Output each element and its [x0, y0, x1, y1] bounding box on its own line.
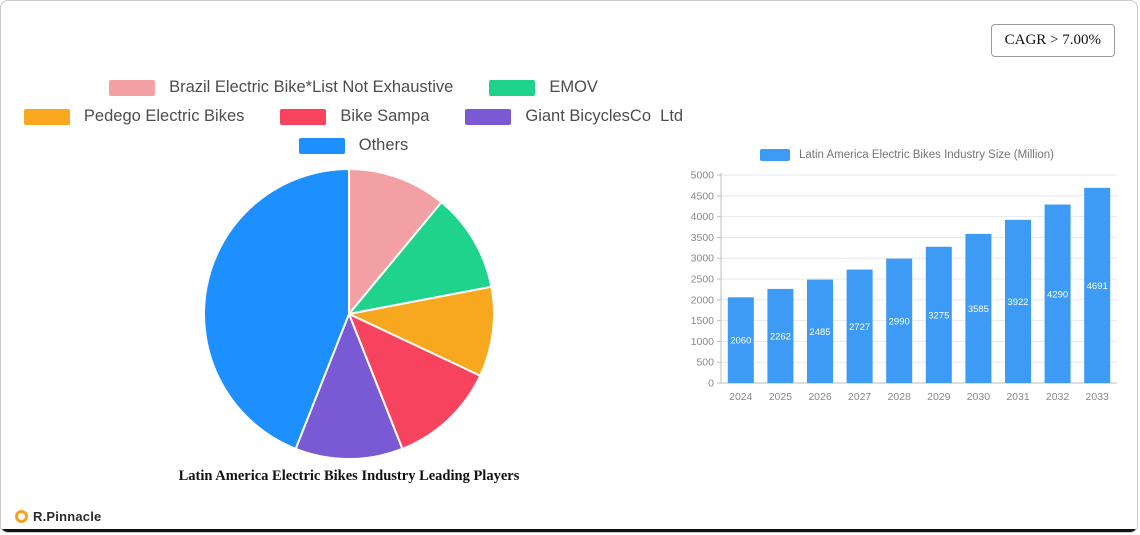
- y-axis-label: 5000: [691, 170, 715, 182]
- bar-value-label: 2727: [849, 322, 870, 333]
- pie-legend-row: Pedego Electric Bikes Bike Sampa Giant Bic…: [23, 102, 683, 131]
- legend-swatch-icon: [465, 108, 512, 125]
- bottom-accent-bar: [1, 529, 1137, 532]
- pie-chart-title: Latin America Electric Bikes Industry Le…: [178, 468, 520, 484]
- bar-chart-legend: Latin America Electric Bikes Industry Si…: [691, 149, 1123, 161]
- pie-legend: Brazil Electric Bike*List Not Exhaustive…: [23, 73, 683, 160]
- pie-slice-0: [348, 168, 443, 315]
- bar-2026: [807, 279, 833, 383]
- legend-label: Pedego Electric Bikes: [83, 107, 245, 125]
- y-axis-label: 4500: [691, 190, 715, 202]
- y-axis-label: 0: [708, 378, 714, 390]
- cagr-badge: CAGR > 7.00%: [990, 24, 1115, 57]
- bar-legend-swatch-icon: [760, 149, 790, 161]
- legend-item-0: Brazil Electric Bike*List Not Exhaustive: [109, 78, 453, 97]
- x-axis-label: 2025: [769, 391, 793, 403]
- bar-2028: [886, 258, 913, 383]
- cagr-label: CAGR > 7.00%: [1004, 32, 1101, 48]
- y-axis-label: 3500: [691, 232, 715, 244]
- y-axis-label: 3000: [691, 253, 715, 265]
- bar-2031: [1005, 219, 1031, 383]
- x-axis-label: 2033: [1086, 391, 1110, 403]
- bar-2027: [846, 269, 873, 383]
- legend-item-3: Bike Sampa: [280, 107, 429, 126]
- x-axis-label: 2030: [967, 391, 991, 403]
- legend-swatch-icon: [109, 79, 156, 96]
- bar-value-label: 4691: [1087, 281, 1108, 292]
- bar-legend-label: Latin America Electric Bikes Industry Si…: [799, 149, 1054, 161]
- pie-slice-2: [348, 285, 495, 377]
- legend-label: EMOV: [549, 78, 598, 96]
- bar-value-label: 4290: [1047, 289, 1068, 300]
- legend-swatch-icon: [489, 79, 536, 96]
- legend-item-5: Others: [298, 136, 409, 155]
- y-axis-label: 500: [696, 357, 714, 369]
- x-axis-label: 2027: [848, 391, 872, 403]
- legend-label: Others: [358, 136, 409, 154]
- bar-2025: [767, 288, 794, 383]
- x-axis-label: 2029: [927, 391, 951, 403]
- legend-swatch-icon: [23, 108, 70, 125]
- bar-2030: [965, 233, 992, 383]
- pie-slice-1: [348, 201, 493, 315]
- x-axis-label: 2032: [1046, 391, 1070, 403]
- legend-label: Giant BicyclesCo Ltd: [525, 107, 684, 125]
- legend-label: Brazil Electric Bike*List Not Exhaustive: [169, 78, 454, 96]
- bar-value-label: 3585: [968, 304, 989, 315]
- y-axis-label: 1000: [691, 336, 715, 348]
- legend-swatch-icon: [298, 137, 345, 154]
- legend-item-1: EMOV: [489, 78, 598, 97]
- bar-2032: [1044, 204, 1071, 383]
- legend-item-4: Giant BicyclesCo Ltd: [465, 107, 683, 126]
- bar-value-label: 3275: [928, 310, 949, 321]
- brand-logo: R.Pinnacle: [15, 509, 101, 524]
- legend-item-2: Pedego Electric Bikes: [23, 107, 245, 126]
- bar-value-label: 2990: [889, 316, 910, 327]
- pie-slice-3: [348, 313, 482, 450]
- bar-value-label: 2485: [809, 327, 830, 338]
- y-axis-label: 2500: [691, 274, 715, 286]
- pie-slice-5: [203, 168, 350, 450]
- brand-name: R.Pinnacle: [33, 509, 102, 524]
- bar-value-label: 2262: [770, 331, 791, 342]
- pie-legend-row: Others: [31, 131, 676, 160]
- y-axis-label: 2000: [691, 294, 715, 306]
- x-axis-label: 2031: [1006, 391, 1030, 403]
- bar-value-label: 2060: [730, 336, 751, 347]
- legend-swatch-icon: [280, 108, 327, 125]
- y-axis-label: 4000: [691, 211, 715, 223]
- legend-label: Bike Sampa: [340, 107, 430, 125]
- x-axis-label: 2026: [808, 391, 832, 403]
- pie-chart: [203, 168, 495, 460]
- bar-value-label: 3922: [1007, 297, 1028, 308]
- bar-2024: [727, 297, 754, 383]
- y-axis-label: 1500: [691, 315, 715, 327]
- pie-legend-row: Brazil Electric Bike*List Not Exhaustive…: [31, 73, 676, 102]
- pie-slice-4: [294, 313, 404, 460]
- bar-2033: [1084, 187, 1111, 383]
- bar-chart: 0 500 1000 1500 2000 2500 3000 3500 4000 4500 5000…: [691, 170, 1117, 403]
- brand-circle-icon: [15, 510, 28, 523]
- bar-2029: [925, 246, 952, 383]
- x-axis-label: 2024: [729, 391, 753, 403]
- x-axis-label: 2028: [888, 391, 912, 403]
